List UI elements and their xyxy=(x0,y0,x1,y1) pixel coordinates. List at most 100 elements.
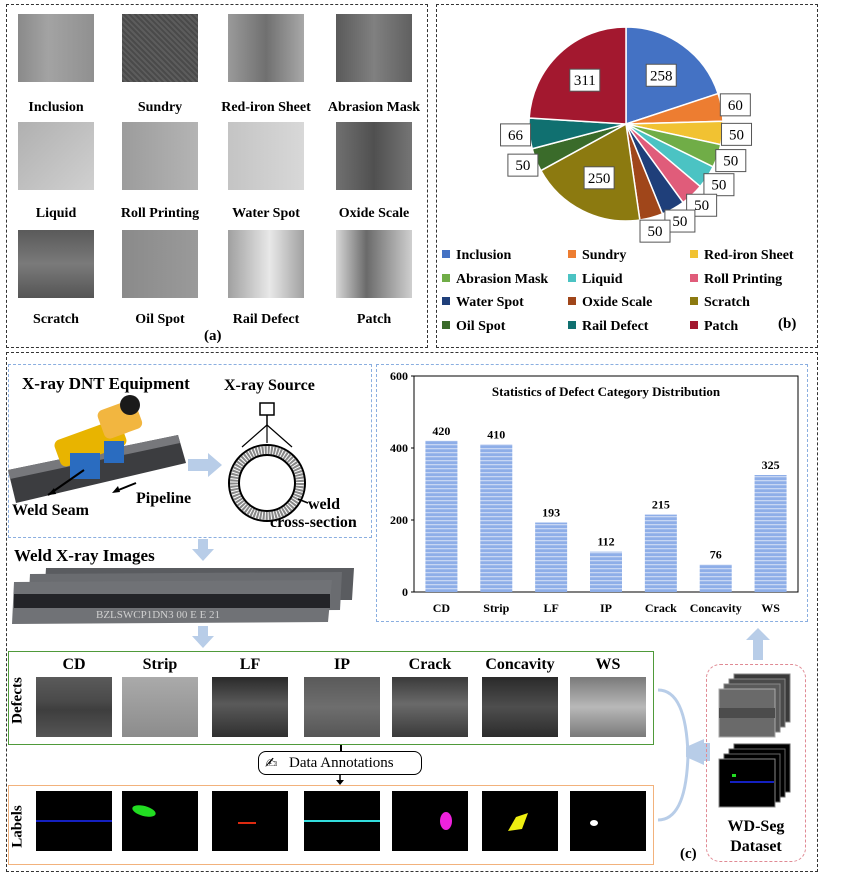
pie-data-label-liquid: 50 xyxy=(703,173,735,197)
xray-source-icon xyxy=(259,402,275,416)
defect-thumbnail-water-spot xyxy=(228,122,304,190)
legend-label: Oil Spot xyxy=(456,319,506,334)
legend-item-red-iron-sheet: Red-iron Sheet xyxy=(690,248,794,264)
equipment-title: X-ray DNT Equipment xyxy=(22,374,190,393)
legend-item-patch: Patch xyxy=(690,319,738,335)
svg-text:50: 50 xyxy=(648,224,663,240)
bar-chart-title: Statistics of Defect Category Distributi… xyxy=(492,384,721,399)
pie-data-label-patch: 311 xyxy=(569,68,601,92)
bar-chart-frame xyxy=(376,364,808,622)
panel-b-label: (b) xyxy=(778,316,797,332)
equipment-illustration xyxy=(8,395,309,522)
bar-value-label-ip: 112 xyxy=(597,535,614,549)
legend-label: Rail Defect xyxy=(582,319,649,334)
bar-crack xyxy=(644,514,677,592)
defect-thumbnail-oil-spot xyxy=(122,230,198,298)
bar-value-label-lf: 193 xyxy=(542,506,560,520)
panel-a-frame xyxy=(6,4,428,348)
defect-title-ip: IP xyxy=(334,656,350,673)
defect-title-lf: LF xyxy=(239,656,261,673)
defect-caption-oxide-scale: Oxide Scale xyxy=(338,206,410,221)
bar-value-label-cd: 420 xyxy=(432,424,450,438)
defect-thumbnail-rail-defect xyxy=(228,230,304,298)
pie-data-label-oil-spot: 50 xyxy=(507,153,539,177)
defect-caption-patch: Patch xyxy=(356,312,392,327)
label-mask-concavity xyxy=(482,791,558,851)
xray-images-title: Weld X-ray Images xyxy=(14,546,155,565)
pie-data-label-rail-defect: 66 xyxy=(500,123,532,147)
label-mask-ws xyxy=(570,791,646,851)
bar-strip xyxy=(480,444,513,592)
svg-text:50: 50 xyxy=(694,198,709,214)
legend-swatch xyxy=(442,274,450,282)
defect-thumbnail-red-iron-sheet xyxy=(228,14,304,82)
svg-text:50: 50 xyxy=(672,214,687,230)
legend-swatch xyxy=(690,274,698,282)
legend-swatch xyxy=(690,321,698,329)
y-tick-label: 200 xyxy=(390,513,408,527)
labels-box xyxy=(8,785,654,865)
legend-item-inclusion: Inclusion xyxy=(442,248,511,264)
defect-caption-inclusion: Inclusion xyxy=(28,100,84,115)
source-title: X-ray Source xyxy=(224,377,315,394)
weld-xray-images: BZLSWCP1DN3 00 E E 21 xyxy=(12,568,354,624)
merge-arrows xyxy=(657,688,710,822)
defect-thumbnail-sundry xyxy=(122,14,198,82)
svg-text:66: 66 xyxy=(508,128,524,144)
x-tick-label-cd: CD xyxy=(433,601,451,615)
dataset-label-2: Dataset xyxy=(730,838,782,855)
annotations-label: Data Annotations xyxy=(289,755,394,771)
legend-item-oil-spot: Oil Spot xyxy=(442,319,505,335)
defects-side-label: Defects xyxy=(9,677,26,724)
svg-text:50: 50 xyxy=(729,127,744,143)
legend-swatch xyxy=(442,250,450,258)
legend-swatch xyxy=(690,297,698,305)
legend-swatch xyxy=(568,321,576,329)
y-tick-label: 600 xyxy=(390,369,408,383)
pie-data-label-red-iron-sheet: 50 xyxy=(721,122,753,146)
defect-image-concavity xyxy=(482,677,558,737)
defect-caption-scratch: Scratch xyxy=(33,312,79,327)
svg-text:311: 311 xyxy=(574,73,596,89)
bar-ip xyxy=(590,551,622,592)
bar-value-label-crack: 215 xyxy=(652,498,670,512)
defect-caption-sundry: Sundry xyxy=(137,100,183,115)
bar-cd xyxy=(425,440,458,592)
pie-data-label-inclusion: 258 xyxy=(645,63,677,87)
svg-text:258: 258 xyxy=(650,68,673,84)
x-tick-label-concavity: Concavity xyxy=(690,601,742,615)
defects-box xyxy=(8,651,654,745)
y-tick-label: 400 xyxy=(390,441,408,455)
legend-swatch xyxy=(568,274,576,282)
panel-b-frame xyxy=(436,4,818,348)
cross-section-label-1: weld xyxy=(308,496,340,513)
defect-image-ip xyxy=(304,677,380,737)
x-tick-label-lf: LF xyxy=(543,601,558,615)
bar-concavity xyxy=(699,564,732,592)
svg-text:50: 50 xyxy=(723,154,738,170)
defect-title-crack: Crack xyxy=(408,656,452,673)
bar-ws xyxy=(754,475,787,592)
label-mask-strip xyxy=(122,791,198,851)
pie-data-label-scratch: 250 xyxy=(583,166,615,190)
data-annotations-button: ✍ Data Annotations xyxy=(258,751,422,775)
defect-caption-abrasion-mask: Abrasion Mask xyxy=(327,100,421,115)
defect-image-lf xyxy=(212,677,288,737)
legend-label: Scratch xyxy=(704,295,750,310)
annotation-connector-top xyxy=(340,745,342,752)
defect-caption-liquid: Liquid xyxy=(35,206,77,221)
bar-chart: Statistics of Defect Category Distributi… xyxy=(390,369,799,615)
up-arrow-chart xyxy=(746,628,770,660)
bar-value-label-ws: 325 xyxy=(762,458,780,472)
legend-item-roll-printing: Roll Printing xyxy=(690,272,782,288)
label-mask-lf xyxy=(212,791,288,851)
defect-thumbnail-liquid xyxy=(18,122,94,190)
svg-text:BZLSWCP1DN3 00 E E 21: BZLSWCP1DN3 00 E E 21 xyxy=(96,609,220,621)
pie-data-label-oxide-scale: 50 xyxy=(639,219,671,243)
defect-thumbnail-scratch xyxy=(18,230,94,298)
pipeline-label: Pipeline xyxy=(136,490,192,507)
label-mask-ip xyxy=(304,791,380,851)
annotation-arrow-down xyxy=(336,775,344,785)
defect-image-cd xyxy=(36,677,112,737)
